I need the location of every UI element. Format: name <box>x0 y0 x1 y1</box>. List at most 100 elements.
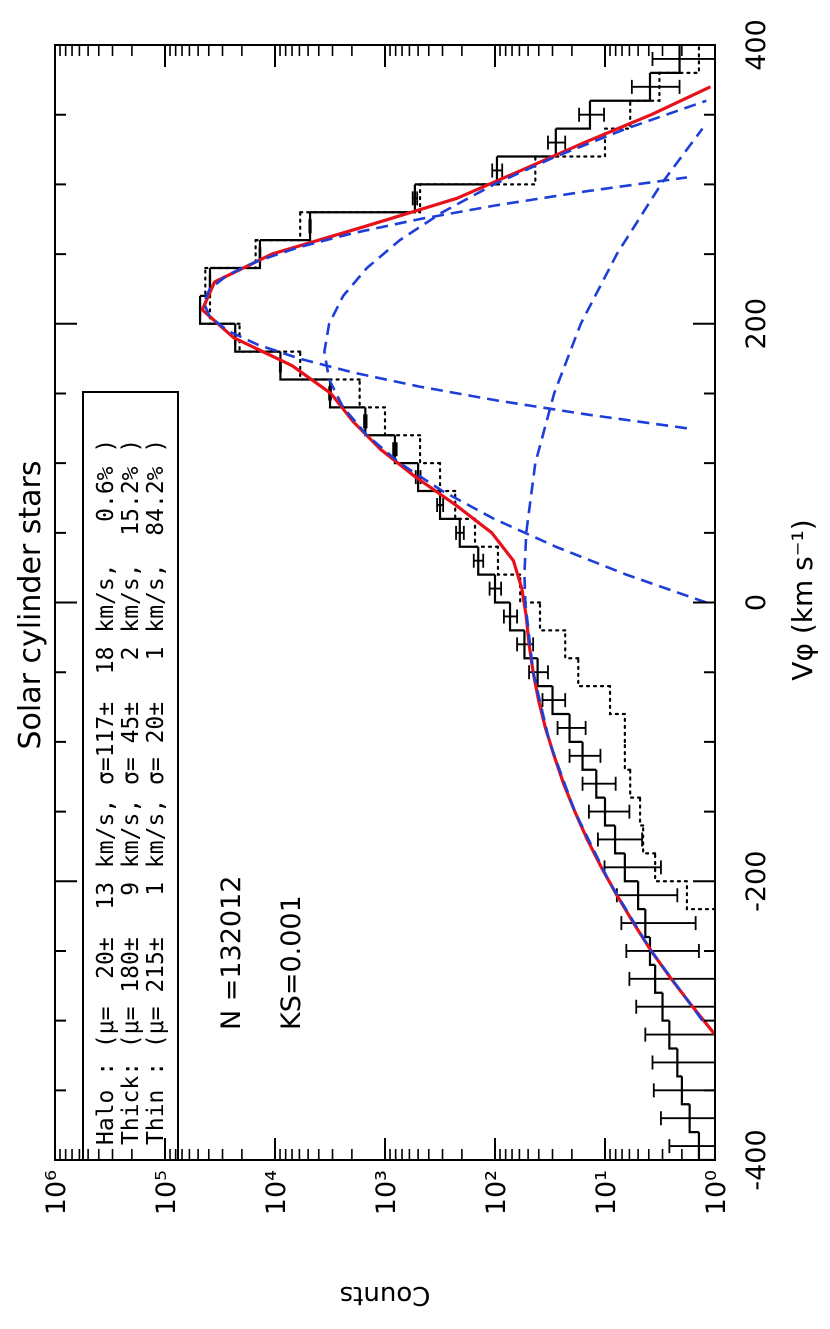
histogram-bin <box>493 574 511 604</box>
histogram-bin <box>310 184 416 214</box>
error-bar <box>568 748 602 763</box>
histogram-bin <box>613 825 625 855</box>
histogram-bin <box>299 183 422 214</box>
histogram-bin <box>204 239 257 270</box>
histogram-bin <box>473 517 500 548</box>
component-curve <box>323 99 707 604</box>
histogram-bin <box>551 686 570 716</box>
legend-line: Halo : (μ= 20± 13 km/s, σ=117± 18 km/s, … <box>93 439 119 1145</box>
histogram-bin <box>477 546 495 576</box>
histogram-bin <box>496 128 557 158</box>
histogram-bin <box>680 1076 690 1106</box>
error-bar <box>503 609 518 624</box>
histogram-bin <box>254 211 302 242</box>
histogram-bin <box>623 853 639 883</box>
legend-line: Thin : (μ= 215± 1 km/s, σ= 20± 1 km/s, 8… <box>143 439 169 1145</box>
histogram-bin <box>438 491 460 520</box>
histogram-bin <box>595 769 605 799</box>
legend-line: Thick: (μ= 180± 9 km/s, σ= 45± 2 km/s, 1… <box>118 439 144 1145</box>
histogram-bin <box>534 127 607 158</box>
histogram-bin <box>438 462 457 493</box>
error-bar <box>597 832 643 847</box>
error-bar <box>547 135 567 150</box>
histogram-bin <box>383 406 422 437</box>
y-tick-label: 10³ <box>371 1170 402 1215</box>
histogram-bin <box>581 741 597 771</box>
histogram-bin <box>417 463 441 493</box>
error-bar <box>436 497 445 512</box>
error-bar <box>635 999 715 1014</box>
annotation: N =132012 <box>216 876 247 1030</box>
histogram-bin <box>661 992 670 1022</box>
histogram-bin <box>393 435 419 465</box>
x-tick-label: 400 <box>741 19 772 71</box>
histogram-bin <box>238 322 302 353</box>
histogram-bin <box>208 294 241 325</box>
y-axis-label: Counts <box>340 1280 431 1310</box>
histogram-bin <box>608 685 626 716</box>
histogram-bin <box>496 545 522 576</box>
error-bar <box>630 79 681 94</box>
histogram-bin <box>458 518 479 548</box>
histogram-bin <box>668 1020 678 1050</box>
histogram-bin <box>685 880 715 911</box>
histogram-bin <box>299 350 361 381</box>
y-tick-label: 10¹ <box>591 1170 622 1215</box>
y-tick-label: 10⁴ <box>261 1170 292 1215</box>
histogram-bin <box>538 601 567 632</box>
histogram-bin <box>555 100 592 130</box>
error-bar <box>651 1055 715 1070</box>
histogram-bin <box>568 714 583 743</box>
histogram-bin <box>523 630 538 660</box>
histogram-bin <box>637 881 646 911</box>
annotation: KS=0.001 <box>276 895 307 1030</box>
error-bar <box>651 51 715 66</box>
histogram-bin <box>638 796 645 827</box>
histogram-bin <box>654 852 689 883</box>
y-tick-label: 10⁵ <box>151 1170 182 1215</box>
error-bar <box>411 191 419 206</box>
error-bar <box>581 776 617 791</box>
error-bar <box>308 219 312 234</box>
error-bar <box>488 581 503 596</box>
histogram-bin <box>676 1048 682 1078</box>
histogram-bin <box>603 797 616 827</box>
error-bar <box>668 1139 715 1154</box>
error-bar <box>556 720 587 735</box>
histogram-bin <box>623 740 632 771</box>
histogram-bin <box>697 1132 715 1160</box>
histogram-bin <box>658 45 701 74</box>
x-tick-label: -400 <box>741 1129 772 1190</box>
histogram-bin <box>364 407 395 437</box>
y-tick-label: 10² <box>481 1170 512 1215</box>
histogram-bin <box>577 657 612 688</box>
error-bar <box>625 943 700 958</box>
x-tick-label: 200 <box>741 298 772 350</box>
rotated-chart: Solar cylinder stars Vφ (km s⁻¹) Counts … <box>13 19 819 1310</box>
histogram-bin <box>644 909 650 939</box>
x-tick-label: -200 <box>741 851 772 912</box>
error-bar <box>472 553 485 568</box>
error-bar <box>541 693 567 708</box>
error-bar <box>578 107 605 122</box>
error-bar <box>363 414 368 429</box>
histogram-bin <box>358 378 387 409</box>
histogram-bin <box>642 824 657 855</box>
histogram-bin <box>508 602 525 632</box>
error-bar <box>603 860 662 875</box>
error-bar <box>644 1027 715 1042</box>
histogram-bin <box>629 71 661 102</box>
error-bar <box>615 888 679 903</box>
histogram-bin <box>603 99 632 130</box>
histogram-bin <box>654 964 663 994</box>
x-tick-label: 0 <box>741 594 772 611</box>
histogram-bin <box>414 156 499 186</box>
histogram-bin <box>418 434 442 465</box>
y-tick-label: 10⁰ <box>701 1170 732 1215</box>
plot-area <box>198 45 715 1160</box>
histogram-bin <box>564 629 580 660</box>
error-bar <box>660 1111 715 1126</box>
y-tick-label: 10⁶ <box>41 1170 72 1215</box>
x-axis-label: Vφ (km s⁻¹) <box>786 519 819 680</box>
